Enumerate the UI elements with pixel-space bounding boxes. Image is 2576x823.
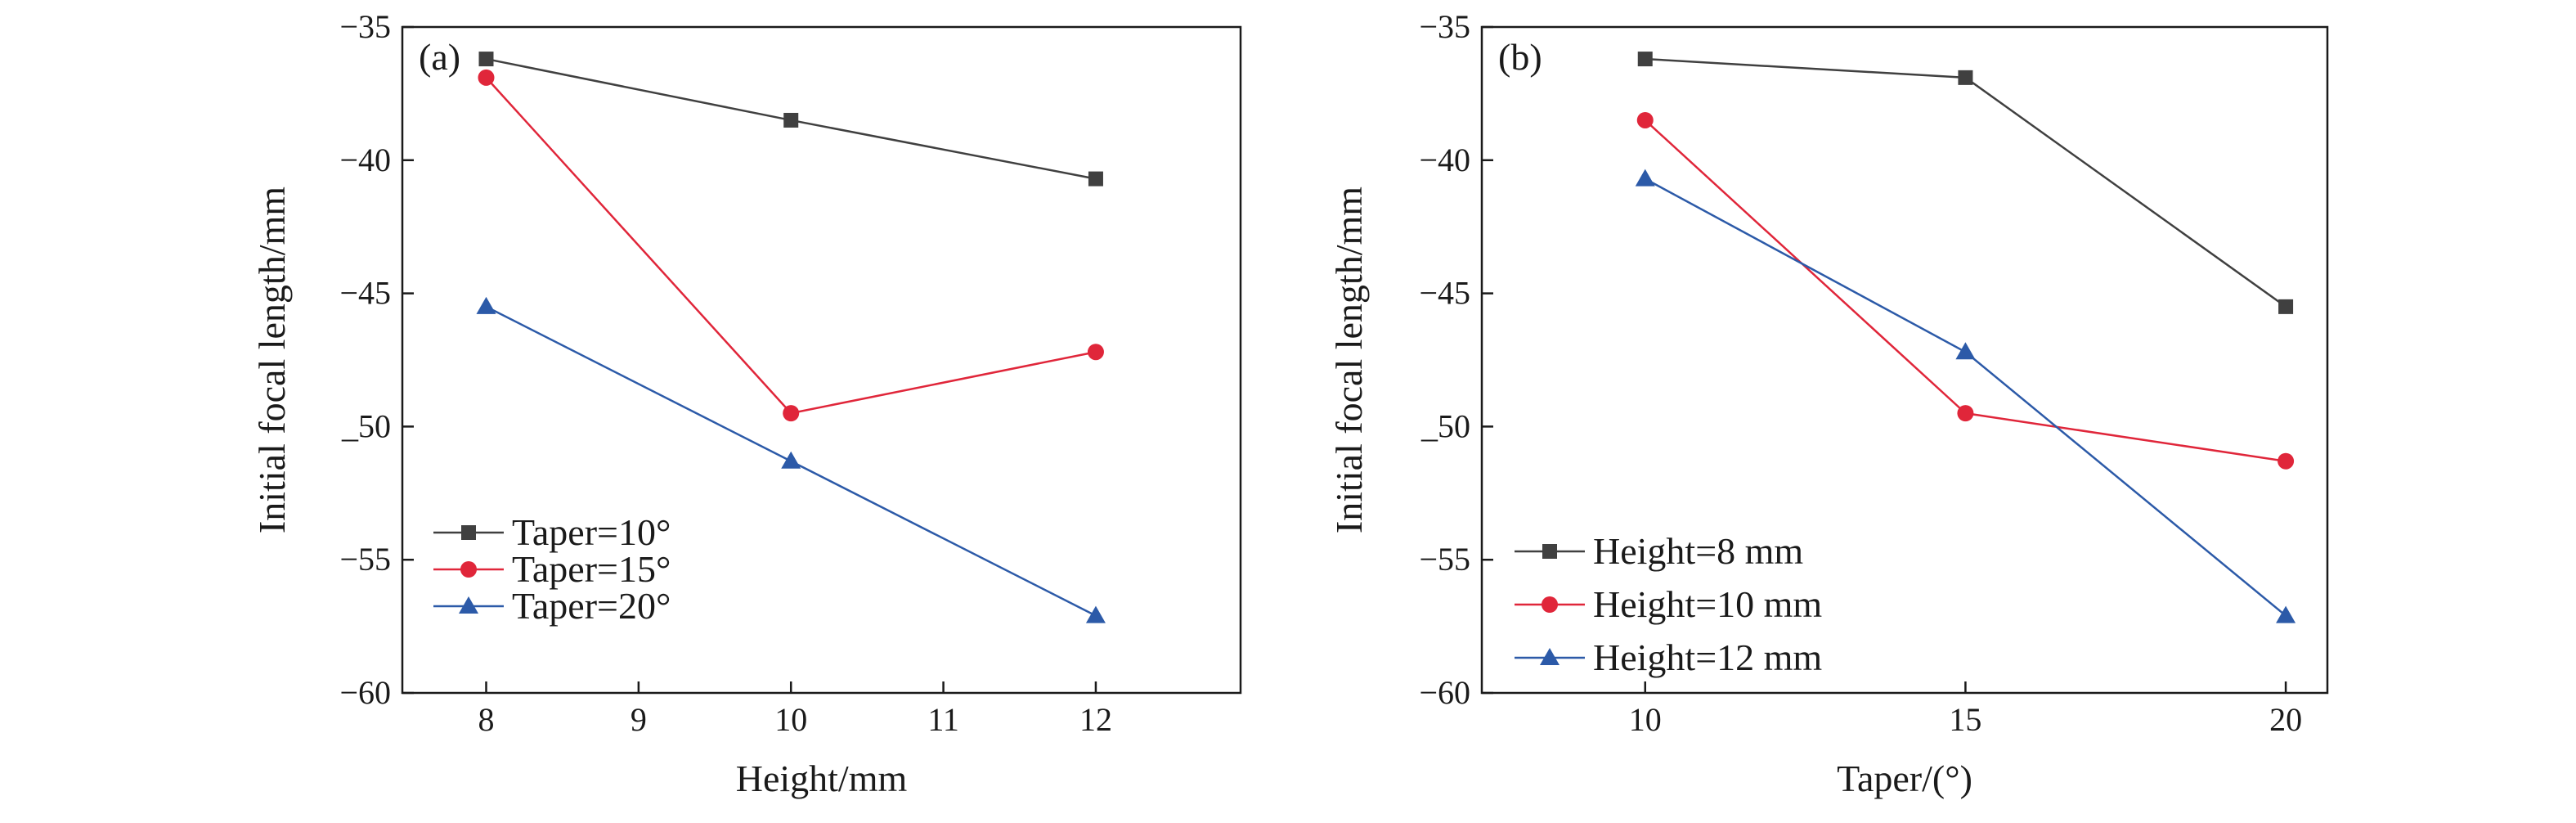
series-3 <box>1635 169 2296 623</box>
y-tick-label: −45 <box>339 275 391 312</box>
data-point <box>1635 169 1655 187</box>
data-point <box>1955 342 1976 360</box>
data-point <box>1958 70 1973 85</box>
data-point <box>1957 405 1974 422</box>
chart-panel-b: 10 15 20 −35 −40 −45 _50 −55 −60 Taper/(°) Initial… <box>1328 8 2329 799</box>
panel-label: (b) <box>1498 36 1542 78</box>
y-tick-label: −60 <box>339 674 391 711</box>
data-point <box>781 451 801 469</box>
data-point <box>2278 452 2295 470</box>
x-tick-label: 10 <box>1629 701 1662 738</box>
series-1 <box>478 52 1103 187</box>
x-axis-title: Height/mm <box>736 758 908 799</box>
y-tick-label: −55 <box>339 541 391 578</box>
data-point <box>783 405 800 422</box>
legend-item: Height=12 mm <box>1515 636 1822 678</box>
data-point <box>2276 605 2296 623</box>
series-line <box>1645 57 2287 308</box>
legend-item: Height=8 mm <box>1515 530 1803 572</box>
x-tick-label: 12 <box>1079 701 1112 738</box>
x-tick-label: 11 <box>927 701 959 738</box>
y-tick-label: −60 <box>1419 674 1470 711</box>
legend-marker <box>460 561 477 578</box>
data-point <box>1088 171 1103 187</box>
data-point <box>1087 344 1104 361</box>
legend-label: Height=10 mm <box>1593 583 1822 625</box>
y-tick-label: −55 <box>1419 541 1470 578</box>
y-axis-title: Initial focal length/mm <box>251 187 293 533</box>
data-point <box>478 69 495 86</box>
series-2 <box>1636 111 2295 470</box>
plot-frame <box>1480 25 2329 695</box>
legend-label: Taper=15° <box>512 548 671 590</box>
x-tick-label: 15 <box>1949 701 1981 738</box>
y-tick-label: −45 <box>1419 275 1470 312</box>
x-tick-label: 20 <box>2269 701 2302 738</box>
legend-marker <box>461 525 476 540</box>
y-tick-label: _50 <box>1420 407 1470 444</box>
x-tick-label: 10 <box>774 701 807 738</box>
legend-item: Taper=10° <box>433 511 671 553</box>
data-point <box>478 52 494 67</box>
legend-item: Taper=20° <box>433 585 671 627</box>
data-point <box>1637 52 1653 67</box>
legend-item: Taper=15° <box>433 548 671 590</box>
legend-label: Taper=20° <box>512 585 671 627</box>
chart-panel-a: 8 9 10 11 12 −35 −40 −45 _50 −55 −60 Height/mm Initi… <box>251 8 1242 799</box>
legend-label: Taper=10° <box>512 511 671 553</box>
data-point <box>2278 299 2294 314</box>
y-tick-label: −35 <box>1419 8 1470 45</box>
legend-item: Height=10 mm <box>1515 583 1822 625</box>
legend-marker <box>1542 544 1557 559</box>
series-2 <box>478 69 1104 422</box>
data-point <box>1085 605 1106 623</box>
data-point <box>783 112 799 128</box>
y-tick-label: −40 <box>1419 142 1470 178</box>
legend-label: Height=12 mm <box>1593 636 1822 678</box>
data-point <box>476 296 496 314</box>
series-line <box>485 77 1097 415</box>
plot-frame <box>401 25 1242 695</box>
legend: Taper=10°Taper=15°Taper=20° <box>433 511 671 627</box>
legend-label: Height=8 mm <box>1593 530 1803 572</box>
panel-label: (a) <box>419 36 460 78</box>
y-tick-label: −35 <box>339 8 391 45</box>
series-1 <box>1637 52 2294 314</box>
x-axis-title: Taper/(°) <box>1837 758 1972 799</box>
legend-marker <box>1540 648 1560 665</box>
series-3 <box>476 296 1106 623</box>
data-point <box>1636 111 1654 128</box>
legend: Height=8 mm Height=10 mm Height=12 mm <box>1515 530 1822 678</box>
y-axis-title: Initial focal length/mm <box>1328 187 1370 533</box>
legend-marker <box>1542 596 1558 613</box>
x-tick-label: 8 <box>478 701 495 738</box>
x-tick-label: 9 <box>631 701 647 738</box>
y-tick-label: −40 <box>339 142 391 178</box>
legend-marker <box>459 596 478 614</box>
y-tick-label: _50 <box>341 407 391 444</box>
